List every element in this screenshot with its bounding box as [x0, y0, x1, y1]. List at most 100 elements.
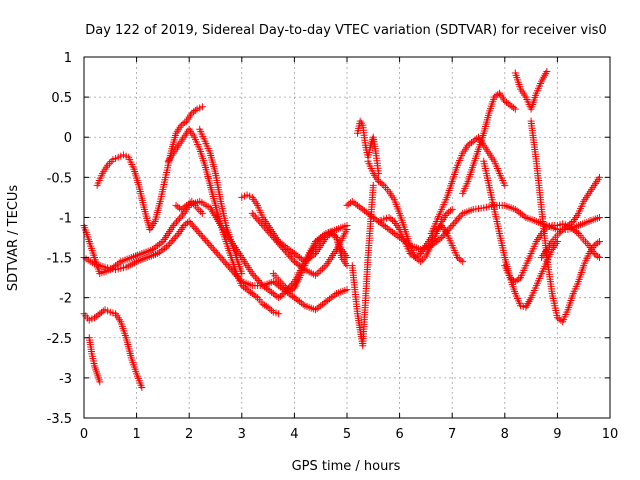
data-point [368, 212, 376, 220]
data-point [173, 231, 181, 239]
data-point [264, 303, 272, 311]
data-point [294, 260, 302, 268]
data-point [494, 90, 502, 98]
data-point [581, 238, 589, 246]
data-point [387, 215, 395, 223]
data-point [252, 292, 260, 300]
data-point [376, 179, 384, 187]
data-point [174, 216, 182, 224]
data-point [186, 199, 194, 207]
data-point [227, 266, 235, 274]
data-point [564, 221, 572, 229]
data-point [254, 276, 262, 284]
data-point [263, 227, 271, 235]
data-point [343, 286, 351, 294]
data-point [567, 219, 575, 227]
data-points [80, 67, 603, 392]
data-point [194, 228, 202, 236]
data-point [457, 256, 465, 264]
data-point [501, 97, 509, 105]
data-point [179, 204, 187, 212]
data-point [278, 280, 286, 288]
data-point [150, 244, 158, 252]
data-point [253, 275, 261, 283]
series-arc-p [375, 201, 603, 254]
data-point [296, 298, 304, 306]
x-tick-label: 7 [448, 427, 456, 442]
data-point [399, 236, 407, 244]
data-point [317, 234, 325, 241]
series-arc-q [427, 133, 509, 237]
data-point [292, 295, 300, 303]
data-point [240, 283, 248, 291]
data-point [311, 306, 319, 314]
data-point [271, 291, 279, 299]
data-point [154, 242, 162, 250]
data-point [286, 252, 294, 260]
data-point [371, 215, 379, 223]
data-point [464, 141, 472, 149]
data-point [152, 243, 160, 251]
data-point [266, 230, 274, 238]
series-arc-l [348, 181, 377, 350]
x-tick-label: 4 [290, 427, 298, 442]
data-point [198, 103, 206, 111]
x-tick-label: 5 [343, 427, 351, 442]
data-point [359, 205, 367, 213]
data-point [221, 259, 229, 267]
data-point [313, 270, 321, 278]
data-point [439, 232, 447, 240]
data-point [238, 282, 246, 290]
data-point [329, 292, 337, 300]
data-point [164, 242, 172, 250]
y-axis-label: SDTVAR / TECUs [6, 185, 21, 292]
data-point [96, 310, 104, 318]
data-point [218, 255, 226, 263]
data-point [444, 227, 452, 235]
data-point [191, 224, 199, 232]
data-point [290, 250, 298, 258]
data-point [473, 135, 481, 143]
data-point [457, 211, 465, 219]
data-point [455, 255, 463, 263]
data-point [105, 159, 113, 167]
data-point [466, 140, 474, 148]
data-point [508, 102, 516, 110]
data-point [375, 177, 383, 185]
data-point [202, 236, 210, 244]
data-point [203, 238, 211, 246]
data-point [385, 225, 393, 233]
data-point [197, 231, 205, 239]
data-point [318, 232, 326, 240]
data-point [504, 100, 512, 108]
data-point [243, 286, 251, 294]
data-point [269, 234, 277, 241]
data-point [178, 211, 186, 219]
y-tick-label: 1 [64, 51, 72, 66]
y-tick-label: -1 [59, 211, 72, 226]
data-point [355, 203, 363, 211]
data-point [113, 260, 121, 268]
data-point [98, 308, 106, 316]
data-point [511, 205, 519, 213]
data-point [362, 208, 370, 216]
data-point [290, 294, 298, 302]
data-point [451, 218, 459, 226]
data-point [191, 106, 199, 114]
data-point [155, 240, 163, 248]
data-point [459, 258, 467, 266]
series-arc-k [269, 228, 351, 295]
data-point [155, 248, 163, 256]
series-arc-g [196, 125, 246, 278]
data-point [283, 249, 291, 257]
data-point [277, 242, 285, 250]
data-point [264, 286, 272, 294]
y-tick-label: -2.5 [47, 332, 72, 347]
data-point [369, 181, 377, 189]
data-point [315, 268, 323, 276]
data-point [443, 209, 451, 217]
data-point [185, 217, 193, 225]
data-point [350, 199, 358, 207]
data-point [175, 215, 183, 223]
data-point [345, 200, 353, 208]
